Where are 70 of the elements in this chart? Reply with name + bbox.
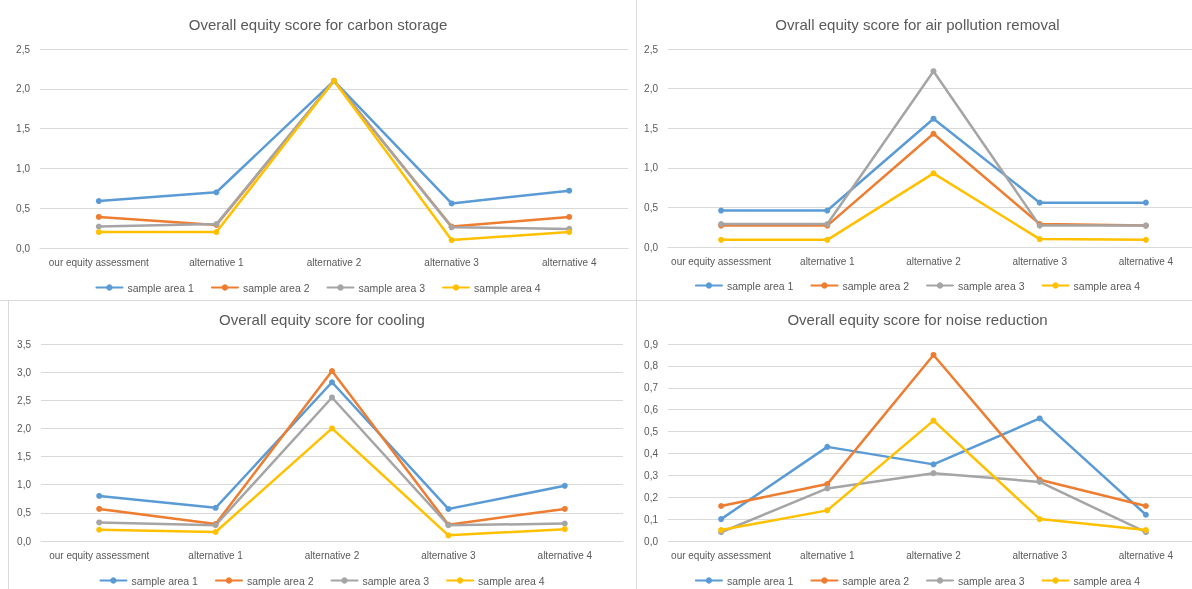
y-tick-label: 2,5 xyxy=(16,43,31,55)
x-tick-label: alternative 2 xyxy=(906,549,962,561)
legend-label: sample area 3 xyxy=(958,574,1025,587)
chart-title: Overall equity score for noise reduction xyxy=(787,311,1048,328)
y-tick-label: 0,1 xyxy=(644,513,659,525)
legend-label: sample area 2 xyxy=(242,281,310,294)
y-tick-label: 0,9 xyxy=(644,338,659,350)
y-tick-label: 1,0 xyxy=(17,479,32,491)
x-tick-label: alternative 4 xyxy=(1118,255,1174,267)
y-tick-label: 0,0 xyxy=(644,535,659,547)
legend-label: sample area 1 xyxy=(131,574,199,587)
x-tick-label: alternative 1 xyxy=(188,549,244,561)
x-tick-label: our equity assessment xyxy=(671,255,772,267)
y-tick-label: 0,8 xyxy=(644,360,659,372)
y-tick-label: 3,5 xyxy=(17,338,32,350)
x-tick-label: alternative 1 xyxy=(800,549,855,561)
legend-label: sample area 3 xyxy=(362,574,430,587)
legend-label: sample area 2 xyxy=(842,279,910,292)
legend-label: sample area 1 xyxy=(127,281,195,294)
y-tick-label: 2,0 xyxy=(644,83,659,95)
y-tick-label: 0,6 xyxy=(644,404,659,416)
y-tick-label: 2,0 xyxy=(16,83,31,95)
x-tick-label: alternative 3 xyxy=(1012,549,1068,561)
x-tick-label: alternative 4 xyxy=(1118,549,1174,561)
y-tick-label: 3,0 xyxy=(17,366,32,378)
x-tick-label: our equity assessment xyxy=(671,549,772,561)
y-tick-label: 0,7 xyxy=(644,382,659,394)
legend-label: sample area 4 xyxy=(478,574,545,587)
y-tick-label: 2,5 xyxy=(644,43,659,55)
legend-label: sample area 2 xyxy=(842,574,910,587)
x-tick-label: alternative 3 xyxy=(421,549,477,561)
y-tick-label: 0,0 xyxy=(16,242,31,254)
x-tick-label: alternative 2 xyxy=(304,549,360,561)
legend-label: sample area 3 xyxy=(958,279,1025,292)
chart-title: Ovrall equity score for air pollution removal xyxy=(775,16,1060,33)
x-tick-label: alternative 2 xyxy=(906,255,962,267)
legend-label: sample area 2 xyxy=(246,574,314,587)
chart-title: Overall equity score for carbon storage xyxy=(188,16,448,33)
legend-label: sample area 1 xyxy=(726,279,794,292)
y-tick-label: 0,3 xyxy=(644,469,659,481)
x-tick-label: our equity assessment xyxy=(48,256,150,268)
y-tick-label: 0,5 xyxy=(644,426,659,438)
x-tick-label: alternative 4 xyxy=(537,549,593,561)
x-tick-label: our equity assessment xyxy=(49,549,150,561)
y-tick-label: 2,0 xyxy=(17,422,32,434)
x-tick-label: alternative 2 xyxy=(306,256,362,268)
y-tick-label: 0,5 xyxy=(16,202,31,214)
y-tick-label: 0,0 xyxy=(17,535,32,547)
y-tick-label: 0,5 xyxy=(644,201,659,213)
y-tick-label: 0,0 xyxy=(644,241,659,253)
x-tick-label: alternative 3 xyxy=(1012,255,1068,267)
y-tick-label: 1,5 xyxy=(17,451,32,463)
y-tick-label: 1,5 xyxy=(16,123,31,135)
legend-label: sample area 1 xyxy=(726,574,794,587)
legend-label: sample area 3 xyxy=(358,281,426,294)
chart-title: Overall equity score for cooling xyxy=(219,311,425,328)
y-tick-label: 0,2 xyxy=(644,491,659,503)
x-tick-label: alternative 4 xyxy=(541,256,597,268)
x-tick-label: alternative 1 xyxy=(189,256,245,268)
y-tick-label: 0,5 xyxy=(17,507,32,519)
y-tick-label: 1,0 xyxy=(16,162,31,174)
legend-label: sample area 4 xyxy=(1073,279,1141,292)
x-tick-label: alternative 1 xyxy=(800,255,855,267)
legend-label: sample area 4 xyxy=(1073,574,1141,587)
y-tick-label: 1,5 xyxy=(644,122,659,134)
x-tick-label: alternative 3 xyxy=(424,256,480,268)
legend-label: sample area 4 xyxy=(474,281,541,294)
y-tick-label: 2,5 xyxy=(17,394,32,406)
y-tick-label: 0,4 xyxy=(644,447,659,459)
y-tick-label: 1,0 xyxy=(644,162,659,174)
